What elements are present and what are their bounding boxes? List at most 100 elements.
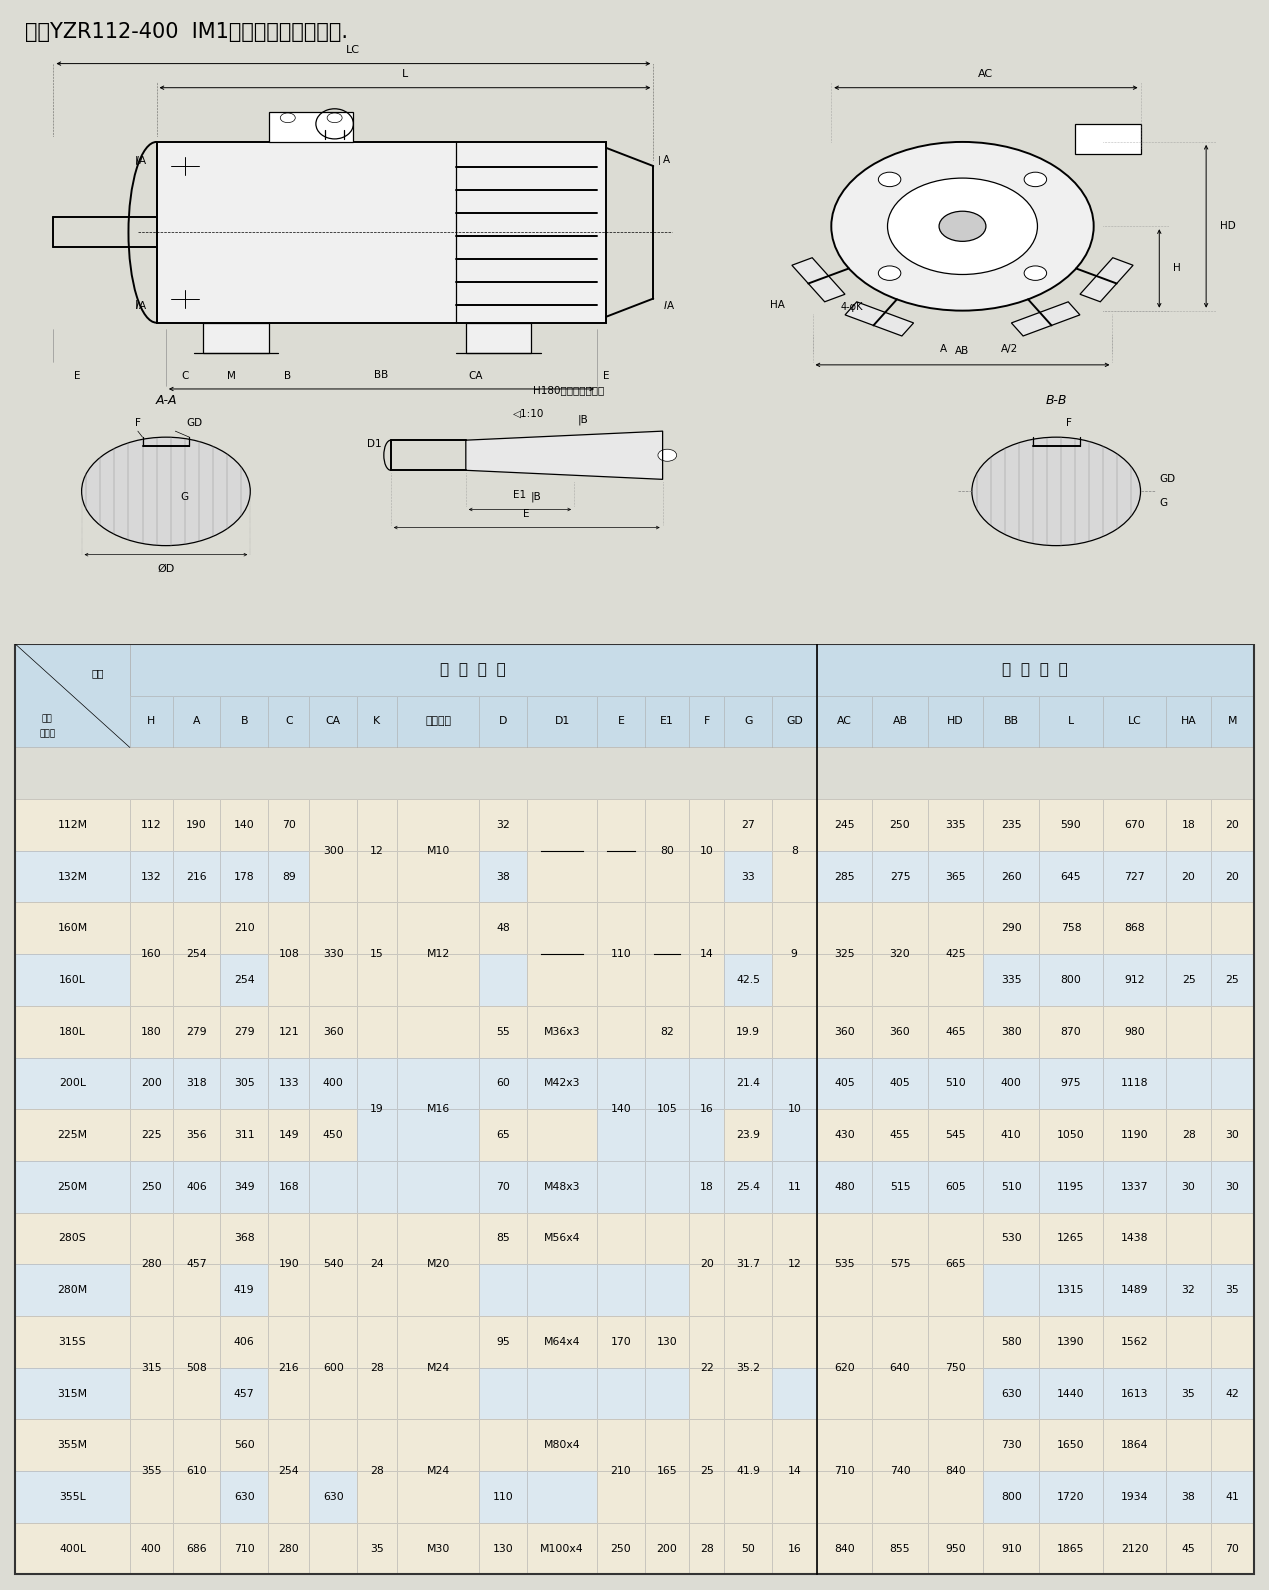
- Text: BB: BB: [374, 370, 388, 380]
- Bar: [772, 1317, 816, 1367]
- Text: M100x4: M100x4: [541, 1544, 584, 1553]
- Bar: [598, 954, 645, 1006]
- Text: 28: 28: [371, 1363, 383, 1372]
- Bar: [480, 851, 527, 903]
- Bar: [872, 1264, 928, 1317]
- Bar: [928, 851, 983, 903]
- Bar: [1103, 696, 1166, 747]
- Bar: [15, 1264, 129, 1317]
- Bar: [983, 1471, 1039, 1523]
- Bar: [15, 903, 129, 954]
- Bar: [1103, 1213, 1166, 1264]
- Bar: [15, 1213, 129, 1264]
- Bar: [129, 696, 173, 747]
- Bar: [1166, 1006, 1211, 1057]
- Bar: [268, 1006, 310, 1057]
- Bar: [725, 1057, 772, 1110]
- Text: 280: 280: [278, 1544, 299, 1553]
- Text: 121: 121: [278, 1027, 299, 1037]
- Bar: [772, 800, 816, 903]
- Bar: [1039, 800, 1103, 851]
- Bar: [598, 1264, 645, 1317]
- Bar: [397, 1317, 480, 1420]
- Bar: [645, 1110, 689, 1161]
- Bar: [1166, 1420, 1211, 1471]
- Bar: [357, 954, 397, 1006]
- Bar: [203, 323, 269, 353]
- Text: 65: 65: [496, 1130, 510, 1140]
- Bar: [1211, 1213, 1254, 1264]
- Bar: [1166, 851, 1211, 903]
- Bar: [357, 903, 397, 1006]
- Bar: [983, 1110, 1039, 1161]
- Text: 279: 279: [187, 1027, 207, 1037]
- Bar: [357, 696, 397, 747]
- Text: CA: CA: [468, 370, 482, 382]
- Bar: [15, 954, 129, 1006]
- Bar: [772, 1213, 816, 1317]
- Bar: [1039, 1213, 1103, 1264]
- Bar: [1211, 903, 1254, 954]
- Text: 安  装  尺  寸: 安 装 尺 寸: [440, 663, 506, 677]
- Text: 855: 855: [890, 1544, 910, 1553]
- Bar: [772, 903, 816, 1006]
- Bar: [357, 1161, 397, 1213]
- Bar: [397, 903, 480, 1006]
- Bar: [129, 1213, 173, 1317]
- Bar: [983, 903, 1039, 954]
- Text: 外  形  尺  寸: 外 形 尺 寸: [1003, 663, 1068, 677]
- Bar: [645, 851, 689, 903]
- Bar: [1211, 1367, 1254, 1420]
- Bar: [480, 1471, 527, 1523]
- Text: 178: 178: [233, 871, 255, 881]
- Bar: [221, 1317, 268, 1367]
- Text: 25: 25: [1181, 975, 1195, 984]
- Text: 190: 190: [278, 1259, 299, 1269]
- Bar: [15, 1471, 129, 1523]
- Bar: [872, 1523, 928, 1574]
- Bar: [527, 1471, 598, 1523]
- Bar: [221, 1264, 268, 1317]
- Bar: [397, 1006, 480, 1057]
- Text: 530: 530: [1001, 1234, 1022, 1243]
- Bar: [129, 1161, 173, 1213]
- Bar: [772, 903, 816, 1006]
- Bar: [268, 696, 310, 747]
- Text: M: M: [1227, 717, 1237, 727]
- Bar: [310, 1057, 357, 1110]
- Bar: [310, 954, 357, 1006]
- Bar: [397, 851, 480, 903]
- Bar: [1039, 1367, 1103, 1420]
- Text: 25: 25: [1226, 975, 1240, 984]
- Bar: [872, 851, 928, 903]
- Text: 70: 70: [282, 820, 296, 830]
- Text: 160M: 160M: [57, 924, 88, 933]
- Bar: [268, 1110, 310, 1161]
- Text: 140: 140: [233, 820, 255, 830]
- Text: 25: 25: [700, 1466, 713, 1476]
- Bar: [527, 1161, 598, 1213]
- Bar: [725, 851, 772, 903]
- Bar: [689, 1006, 725, 1057]
- Bar: [310, 1213, 357, 1317]
- Text: 225M: 225M: [57, 1130, 88, 1140]
- Text: |: |: [135, 301, 138, 308]
- Text: 686: 686: [187, 1544, 207, 1553]
- Bar: [725, 696, 772, 747]
- Bar: [772, 1264, 816, 1317]
- Bar: [397, 800, 480, 903]
- Bar: [645, 1420, 689, 1523]
- Text: 912: 912: [1124, 975, 1145, 984]
- Bar: [872, 800, 928, 851]
- Bar: [129, 1006, 173, 1057]
- Text: 41: 41: [1226, 1491, 1240, 1503]
- Bar: [689, 1317, 725, 1420]
- Bar: [129, 1317, 173, 1420]
- Text: 1865: 1865: [1057, 1544, 1085, 1553]
- Text: 130: 130: [657, 1337, 678, 1347]
- Bar: [357, 696, 397, 747]
- Text: 48: 48: [496, 924, 510, 933]
- Bar: [310, 800, 357, 903]
- Bar: [357, 800, 397, 903]
- Bar: [645, 1006, 689, 1057]
